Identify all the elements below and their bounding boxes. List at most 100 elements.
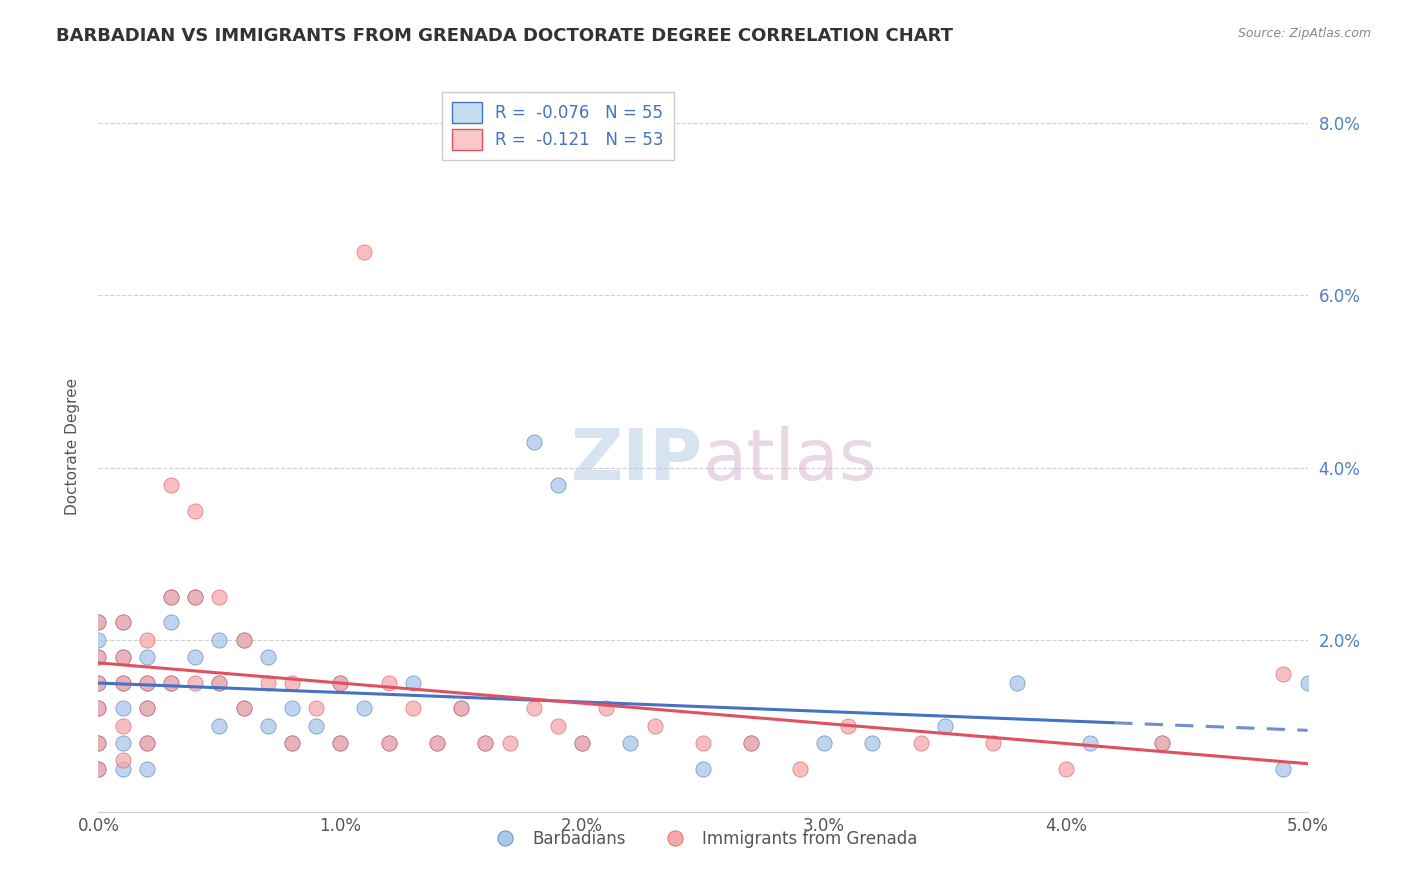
Point <box>329 675 352 690</box>
Point <box>426 736 449 750</box>
Point <box>281 701 304 715</box>
Point <box>232 632 254 647</box>
Point <box>208 590 231 604</box>
Point <box>87 675 110 690</box>
Point <box>305 701 328 715</box>
Point <box>111 719 134 733</box>
Point <box>474 736 496 750</box>
Point <box>208 675 231 690</box>
Point <box>160 477 183 491</box>
Point <box>281 736 304 750</box>
Point <box>377 736 399 750</box>
Point <box>160 590 183 604</box>
Point <box>232 701 254 715</box>
Point <box>111 675 134 690</box>
Point <box>135 736 157 750</box>
Text: ZIP: ZIP <box>571 426 703 495</box>
Point <box>184 675 207 690</box>
Point <box>232 701 254 715</box>
Point <box>619 736 641 750</box>
Point <box>256 649 278 664</box>
Point <box>740 736 762 750</box>
Point <box>329 736 352 750</box>
Text: BARBADIAN VS IMMIGRANTS FROM GRENADA DOCTORATE DEGREE CORRELATION CHART: BARBADIAN VS IMMIGRANTS FROM GRENADA DOC… <box>56 27 953 45</box>
Point <box>87 675 110 690</box>
Point <box>87 649 110 664</box>
Point <box>353 245 375 260</box>
Point <box>595 701 617 715</box>
Point <box>160 675 183 690</box>
Point <box>160 675 183 690</box>
Point <box>160 590 183 604</box>
Point <box>256 675 278 690</box>
Point <box>377 675 399 690</box>
Point <box>910 736 932 750</box>
Point <box>305 719 328 733</box>
Point <box>860 736 883 750</box>
Point <box>450 701 472 715</box>
Point <box>1152 736 1174 750</box>
Point <box>571 736 593 750</box>
Point <box>402 701 425 715</box>
Point <box>426 736 449 750</box>
Point <box>208 632 231 647</box>
Point <box>934 719 956 733</box>
Point <box>87 649 110 664</box>
Point <box>450 701 472 715</box>
Point <box>111 762 134 776</box>
Point <box>232 632 254 647</box>
Point <box>111 753 134 767</box>
Point <box>1296 675 1319 690</box>
Point <box>740 736 762 750</box>
Point <box>1078 736 1101 750</box>
Point <box>281 675 304 690</box>
Point <box>644 719 666 733</box>
Point <box>87 701 110 715</box>
Point <box>547 477 569 491</box>
Point <box>981 736 1004 750</box>
Y-axis label: Doctorate Degree: Doctorate Degree <box>65 377 80 515</box>
Point <box>571 736 593 750</box>
Point <box>1152 736 1174 750</box>
Point <box>789 762 811 776</box>
Point <box>523 701 546 715</box>
Point <box>523 434 546 449</box>
Point <box>1007 675 1029 690</box>
Point <box>1054 762 1077 776</box>
Point <box>184 590 207 604</box>
Point <box>135 675 157 690</box>
Point <box>256 719 278 733</box>
Point <box>184 503 207 517</box>
Point <box>1272 667 1295 681</box>
Point <box>111 649 134 664</box>
Point <box>87 736 110 750</box>
Point <box>208 719 231 733</box>
Point <box>329 675 352 690</box>
Point <box>87 701 110 715</box>
Point <box>837 719 859 733</box>
Text: atlas: atlas <box>703 426 877 495</box>
Text: Source: ZipAtlas.com: Source: ZipAtlas.com <box>1237 27 1371 40</box>
Point <box>111 736 134 750</box>
Point <box>111 649 134 664</box>
Point <box>87 736 110 750</box>
Point <box>184 649 207 664</box>
Point <box>329 736 352 750</box>
Point <box>135 649 157 664</box>
Point <box>87 762 110 776</box>
Point <box>135 632 157 647</box>
Point <box>111 615 134 630</box>
Point <box>402 675 425 690</box>
Point <box>474 736 496 750</box>
Point <box>111 675 134 690</box>
Legend: Barbadians, Immigrants from Grenada: Barbadians, Immigrants from Grenada <box>482 823 924 855</box>
Point <box>87 632 110 647</box>
Point <box>498 736 520 750</box>
Point <box>135 701 157 715</box>
Point <box>135 675 157 690</box>
Point <box>813 736 835 750</box>
Point <box>692 736 714 750</box>
Point <box>135 701 157 715</box>
Point <box>184 590 207 604</box>
Point <box>547 719 569 733</box>
